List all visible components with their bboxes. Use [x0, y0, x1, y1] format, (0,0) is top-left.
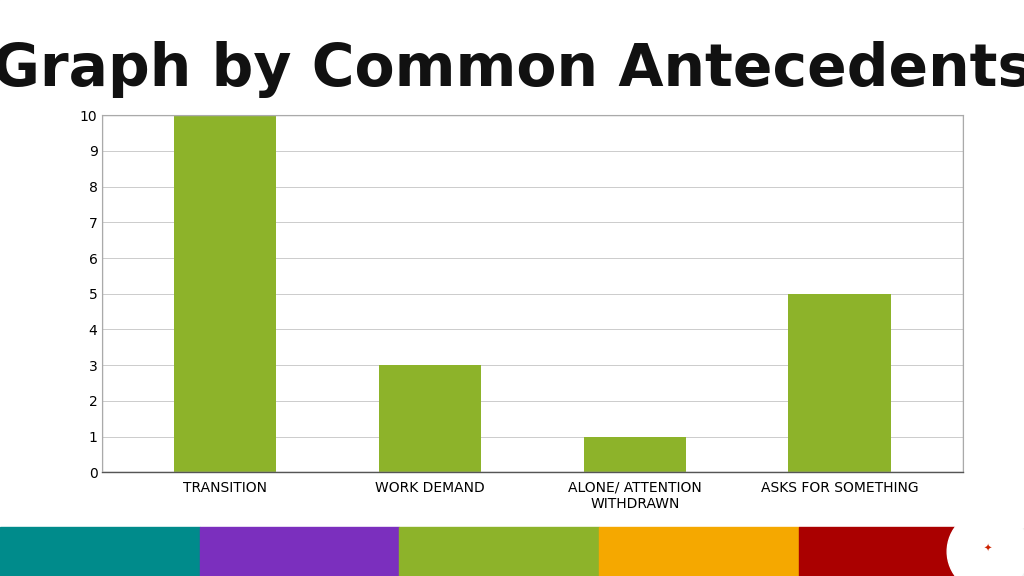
- Bar: [379, 365, 481, 472]
- Bar: [584, 437, 686, 472]
- Text: Graph by Common Antecedents: Graph by Common Antecedents: [0, 41, 1024, 97]
- Bar: [788, 294, 891, 472]
- Bar: [174, 115, 276, 472]
- Text: ✦: ✦: [984, 544, 992, 554]
